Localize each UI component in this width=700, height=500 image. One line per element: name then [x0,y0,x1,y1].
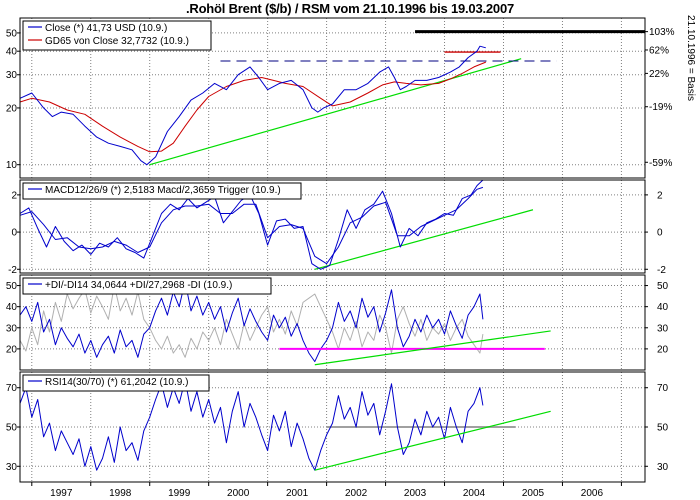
x-tick-label: 1997 [50,488,73,499]
tick-label-left: 10 [6,160,18,171]
legend-label: Close (*) 41,73 USD (10.9.) [45,23,167,34]
plus-di-line [19,280,484,363]
legend-layer: Close (*) 41,73 USD (10.9.) GD65 von Clos… [22,20,302,392]
x-tick-label: 2005 [522,488,545,499]
tick-label-right: 20 [657,344,669,355]
panel-frame-dmi [19,274,646,371]
tick-label-left: 30 [6,323,18,334]
tick-label-left: 40 [6,47,18,58]
tick-label-right: 40 [657,302,669,313]
tick-label-left: 50 [6,281,18,292]
x-tick-label: 1998 [109,488,132,499]
x-tick-label: 2001 [286,488,309,499]
legend-box-macd [22,182,302,200]
legend-box-dmi [22,277,272,295]
price-trendline [149,58,522,166]
tick-label-left: 0 [11,228,17,239]
right-axis-label: 21.10.1996 = Basis [685,15,696,101]
tick-label-left: 30 [6,462,18,473]
tick-label-right: 0 [657,228,663,239]
tick-label-right: 50 [657,423,669,434]
tick-label-right: 62% [649,45,669,56]
tick-label-left: 20 [6,103,18,114]
legend-label: +DI/-DI14 34,0644 +DI/27,2968 -DI (10.9.… [45,280,232,291]
tick-label-left: 40 [6,302,18,313]
x-tick-label: 1999 [168,488,191,499]
macd-trendline [314,209,534,270]
page-title: .Rohöl Brent ($/b) / RSM vom 21.10.1996 … [185,1,515,16]
close-line [19,45,486,166]
series-layer [19,30,645,471]
tick-label-left: -2 [8,265,17,276]
tick-label-right: -2 [657,265,666,276]
frame-layer [19,17,646,483]
legend-box-price [22,20,212,51]
tick-label-right: -19% [649,102,672,113]
rsi-trendline [314,410,551,471]
minus-di-line [19,285,484,358]
tick-label-right: 2 [657,190,663,201]
x-tick-label: 2002 [345,488,368,499]
x-tick-label: 2003 [404,488,427,499]
tick-label-left: 20 [6,344,18,355]
legend-box-rsi [22,374,210,392]
x-tick-label: 2000 [227,488,250,499]
legend-label: MACD12/26/9 (*) 2,5183 Macd/2,3659 Trigg… [45,185,281,196]
di-trendline [314,330,551,366]
tick-label-right: 70 [657,383,669,394]
macd-trigger-line [19,186,484,265]
tick-label-right: 30 [657,323,669,334]
tick-label-right: -59% [649,158,672,169]
gd65-line [19,61,486,153]
legend-label: GD65 von Close 32,7732 (10.9.) [45,36,189,47]
tick-label-left: 70 [6,383,18,394]
legend-label: RSI14(30/70) (*) 61,2042 (10.9.) [45,377,188,388]
tick-label-left: 50 [6,423,18,434]
rsi-line [19,379,484,471]
x-tick-label: 2006 [581,488,604,499]
x-tick-label: 2004 [463,488,486,499]
panel-frame-price [19,17,646,179]
tick-label-left: 2 [11,190,17,201]
tick-label-right: 22% [649,69,669,80]
tick-label-right: 50 [657,281,669,292]
tick-label-left: 50 [6,28,18,39]
tick-label-right: 30 [657,462,669,473]
tick-label-left: 30 [6,70,18,81]
panel-frame-macd [19,179,646,274]
tick-label-right: 103% [649,27,675,38]
grid-layer [20,18,645,482]
macd-line [19,179,484,270]
